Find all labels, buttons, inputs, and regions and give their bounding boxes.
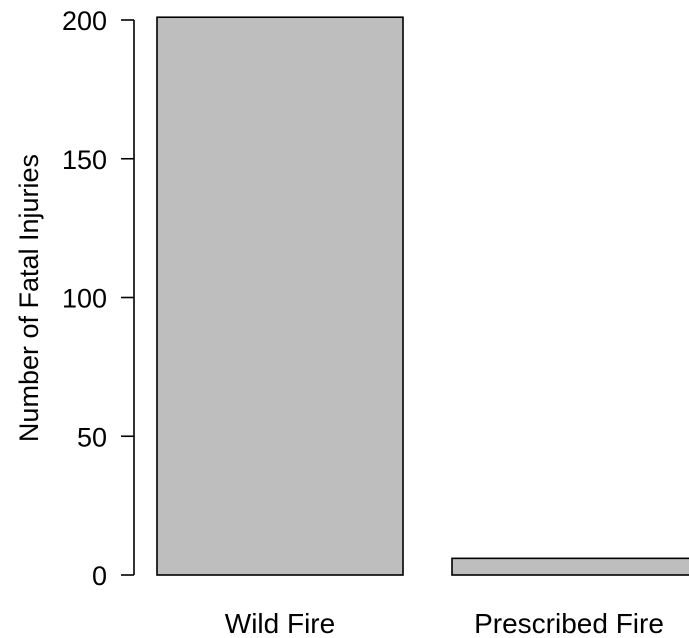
y-tick-label: 50: [77, 422, 107, 452]
y-axis-ticks: 0 50 100 150 200: [62, 6, 134, 591]
y-axis-title: Number of Fatal Injuries: [14, 154, 44, 442]
y-tick-label: 150: [62, 145, 107, 175]
bar: [156, 16, 404, 576]
bar: [451, 557, 689, 576]
y-tick-label: 0: [92, 561, 107, 591]
x-category-label: Prescribed Fire: [474, 608, 664, 638]
x-axis-category-labels: Wild Fire Prescribed Fire: [225, 608, 664, 638]
bars: [156, 16, 689, 576]
x-category-label: Wild Fire: [225, 608, 335, 638]
y-tick-label: 200: [62, 6, 107, 36]
y-tick-label: 100: [62, 284, 107, 314]
